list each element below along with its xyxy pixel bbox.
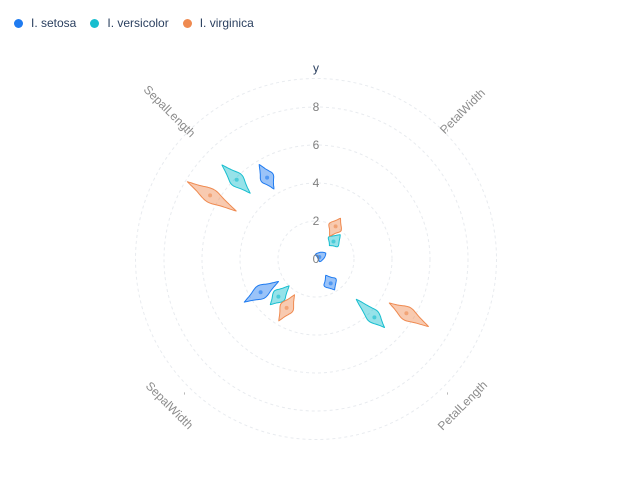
radial-tick-label: 8 [313,100,320,114]
violin-iversicolor-petallength[interactable] [355,298,385,328]
radial-tick-label: 4 [313,176,320,190]
angular-label-sepallength: SepalLength [141,83,199,141]
angular-label-petallength: PetalLength [435,378,490,433]
radial-tick-label: 6 [313,138,320,152]
legend-item-versicolor[interactable]: I. versicolor [90,16,169,30]
legend-item-setosa[interactable]: I. setosa [14,16,76,30]
legend-dot-setosa [14,18,23,28]
polar-grid [135,78,497,440]
legend-dot-versicolor [90,18,100,28]
angular-tick-mark: , [446,123,449,133]
median-marker [333,224,338,229]
grid-circle-0 [277,220,355,298]
angular-tick-mark: , [183,386,186,396]
axes: 02468y,PetalWidth,PetalLength,SepalWidth… [141,61,490,433]
median-marker [328,281,333,286]
angular-label-sepalwidth: SepalWidth [143,379,196,432]
median-marker [276,294,281,299]
median-marker [234,177,239,182]
legend-label-versicolor: I. versicolor [107,16,169,30]
legend-label-virginica: I. virginica [199,16,254,30]
median-marker [265,175,270,180]
angular-tick-mark: , [446,386,449,396]
median-marker [317,255,322,259]
grid-circle-2 [201,144,431,374]
grid-circle-3 [163,106,469,412]
grid-circle-1 [239,182,393,336]
violins [186,164,429,328]
radial-tick-label: 2 [313,214,320,228]
median-marker [208,193,213,198]
median-marker [331,239,336,244]
median-marker [372,315,377,320]
median-marker [258,290,263,295]
legend-dot-virginica [182,18,192,28]
median-marker [284,305,289,310]
radial-tick-label: 0 [313,252,320,266]
violin-ivirginica-petallength[interactable] [388,302,429,327]
radial-axis-title: y [313,61,319,75]
median-marker [404,311,409,316]
legend-label-setosa: I. setosa [31,16,77,30]
angular-label-petalwidth: PetalWidth [437,86,488,137]
legend: I. setosa I. versicolor I. virginica [14,15,268,31]
grid-circle-4 [135,78,497,440]
legend-item-virginica[interactable]: I. virginica [182,16,254,30]
angular-tick-mark: , [183,123,186,133]
